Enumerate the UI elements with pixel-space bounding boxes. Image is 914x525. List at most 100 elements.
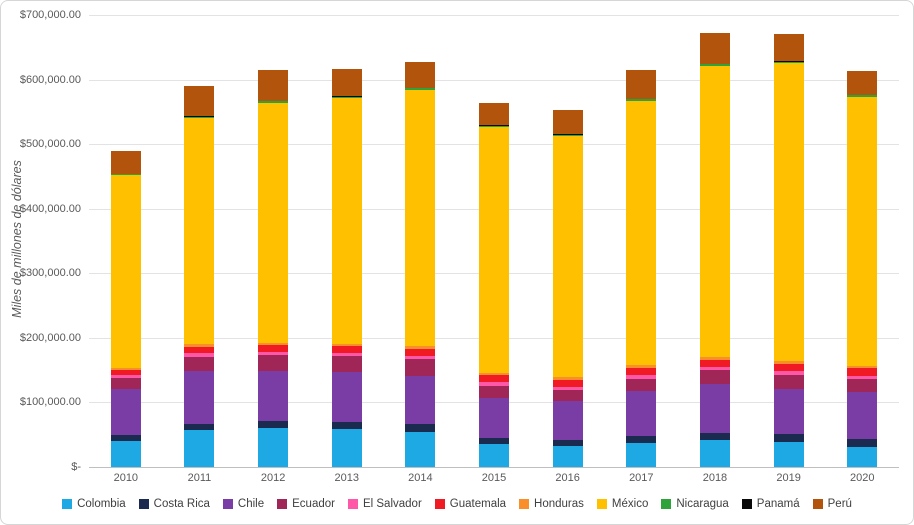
bar-segment-colombia-2017[interactable] <box>626 442 657 467</box>
bar-segment-guatemala-2018[interactable] <box>699 359 730 367</box>
bar-segment-nicaragua-2012[interactable] <box>258 101 289 104</box>
bar-segment-colombia-2014[interactable] <box>405 431 436 467</box>
bar-segment-ecuador-2014[interactable] <box>405 359 436 376</box>
bar-segment-ecuador-2013[interactable] <box>331 356 362 373</box>
legend-item-chile[interactable]: Chile <box>222 498 264 510</box>
bar-segment-ecuador-2010[interactable] <box>110 378 141 390</box>
bar-segment-guatemala-2019[interactable] <box>773 363 804 371</box>
bar-segment-costa-rica-2013[interactable] <box>331 421 362 430</box>
bar-segment-guatemala-2014[interactable] <box>405 349 436 356</box>
legend-item-ecuador[interactable]: Ecuador <box>277 498 335 510</box>
bar-segment-costa-rica-2017[interactable] <box>626 435 657 443</box>
legend-item-panama[interactable]: Panamá <box>741 498 800 510</box>
bar-segment-colombia-2016[interactable] <box>552 446 583 467</box>
bar-segment-chile-2017[interactable] <box>626 391 657 436</box>
bar-segment-mexico-2010[interactable] <box>110 175 141 368</box>
bar-segment-nicaragua-2011[interactable] <box>184 116 215 119</box>
bar-segment-chile-2018[interactable] <box>699 384 730 433</box>
bar-segment-ecuador-2017[interactable] <box>626 378 657 392</box>
stacked-bar-2020[interactable] <box>847 15 878 467</box>
bar-segment-mexico-2020[interactable] <box>847 96 878 366</box>
bar-segment-mexico-2017[interactable] <box>626 101 657 366</box>
stacked-bar-2013[interactable] <box>331 15 362 467</box>
bar-segment-costa-rica-2010[interactable] <box>110 435 141 442</box>
bar-segment-ecuador-2012[interactable] <box>258 355 289 371</box>
bar-segment-el-salvador-2016[interactable] <box>552 386 583 390</box>
bar-segment-peru-2018[interactable] <box>699 33 730 64</box>
bar-segment-chile-2011[interactable] <box>184 371 215 424</box>
stacked-bar-2011[interactable] <box>184 15 215 467</box>
bar-segment-ecuador-2018[interactable] <box>699 370 730 385</box>
bar-segment-panama-2012[interactable] <box>258 100 289 102</box>
bar-segment-panama-2011[interactable] <box>184 116 215 117</box>
bar-segment-nicaragua-2018[interactable] <box>699 64 730 66</box>
bar-segment-honduras-2015[interactable] <box>479 372 510 376</box>
bar-segment-el-salvador-2012[interactable] <box>258 351 289 356</box>
bar-segment-el-salvador-2010[interactable] <box>110 375 141 379</box>
bar-segment-honduras-2017[interactable] <box>626 365 657 369</box>
bar-segment-el-salvador-2015[interactable] <box>479 382 510 386</box>
bar-segment-colombia-2010[interactable] <box>110 441 141 467</box>
bar-segment-ecuador-2015[interactable] <box>479 385 510 398</box>
bar-segment-honduras-2014[interactable] <box>405 346 436 349</box>
bar-segment-nicaragua-2019[interactable] <box>773 61 804 64</box>
bar-segment-chile-2013[interactable] <box>331 372 362 422</box>
stacked-bar-2016[interactable] <box>552 15 583 467</box>
bar-segment-colombia-2012[interactable] <box>258 428 289 467</box>
bar-segment-guatemala-2012[interactable] <box>258 345 289 352</box>
bar-segment-costa-rica-2020[interactable] <box>847 439 878 447</box>
bar-segment-chile-2010[interactable] <box>110 389 141 436</box>
bar-segment-costa-rica-2015[interactable] <box>479 437 510 444</box>
bar-segment-mexico-2012[interactable] <box>258 103 289 343</box>
stacked-bar-2019[interactable] <box>773 15 804 467</box>
bar-segment-costa-rica-2012[interactable] <box>258 420 289 429</box>
bar-segment-mexico-2015[interactable] <box>479 127 510 373</box>
stacked-bar-2010[interactable] <box>110 15 141 467</box>
bar-segment-peru-2014[interactable] <box>405 62 436 88</box>
bar-segment-peru-2015[interactable] <box>479 103 510 126</box>
stacked-bar-2012[interactable] <box>258 15 289 467</box>
bar-segment-guatemala-2020[interactable] <box>847 368 878 376</box>
bar-segment-peru-2020[interactable] <box>847 71 878 95</box>
bar-segment-guatemala-2016[interactable] <box>552 379 583 387</box>
bar-segment-chile-2020[interactable] <box>847 391 878 440</box>
bar-segment-nicaragua-2015[interactable] <box>479 125 510 128</box>
bar-segment-costa-rica-2014[interactable] <box>405 424 436 432</box>
bar-segment-honduras-2018[interactable] <box>699 356 730 360</box>
stacked-bar-2014[interactable] <box>405 15 436 467</box>
bar-segment-chile-2014[interactable] <box>405 375 436 425</box>
bar-segment-ecuador-2016[interactable] <box>552 389 583 401</box>
bar-segment-el-salvador-2017[interactable] <box>626 375 657 379</box>
bar-segment-el-salvador-2018[interactable] <box>699 366 730 371</box>
bar-segment-chile-2019[interactable] <box>773 389 804 435</box>
bar-segment-honduras-2019[interactable] <box>773 360 804 364</box>
bar-segment-mexico-2014[interactable] <box>405 90 436 347</box>
bar-segment-mexico-2016[interactable] <box>552 135 583 378</box>
bar-segment-peru-2017[interactable] <box>626 69 657 100</box>
bar-segment-mexico-2013[interactable] <box>331 98 362 344</box>
bar-segment-honduras-2010[interactable] <box>110 368 141 370</box>
bar-segment-panama-2013[interactable] <box>331 96 362 97</box>
bar-segment-nicaragua-2014[interactable] <box>405 88 436 91</box>
bar-segment-peru-2012[interactable] <box>258 70 289 101</box>
bar-segment-colombia-2013[interactable] <box>331 429 362 467</box>
bar-segment-nicaragua-2013[interactable] <box>331 96 362 99</box>
bar-segment-peru-2011[interactable] <box>184 86 215 117</box>
bar-segment-costa-rica-2011[interactable] <box>184 423 215 431</box>
bar-segment-peru-2010[interactable] <box>110 150 141 174</box>
legend-item-el-salvador[interactable]: El Salvador <box>347 498 422 510</box>
stacked-bar-2017[interactable] <box>626 15 657 467</box>
legend-item-nicaragua[interactable]: Nicaragua <box>661 498 729 510</box>
bar-segment-guatemala-2011[interactable] <box>184 346 215 354</box>
bar-segment-mexico-2018[interactable] <box>699 65 730 357</box>
bar-segment-colombia-2018[interactable] <box>699 440 730 467</box>
bar-segment-colombia-2011[interactable] <box>184 430 215 467</box>
bar-segment-chile-2012[interactable] <box>258 370 289 421</box>
bar-segment-mexico-2011[interactable] <box>184 118 215 344</box>
bar-segment-colombia-2020[interactable] <box>847 446 878 467</box>
bar-segment-guatemala-2017[interactable] <box>626 368 657 376</box>
bar-segment-costa-rica-2016[interactable] <box>552 439 583 447</box>
bar-segment-ecuador-2020[interactable] <box>847 378 878 392</box>
legend-item-guatemala[interactable]: Guatemala <box>434 498 506 510</box>
stacked-bar-2018[interactable] <box>699 15 730 467</box>
